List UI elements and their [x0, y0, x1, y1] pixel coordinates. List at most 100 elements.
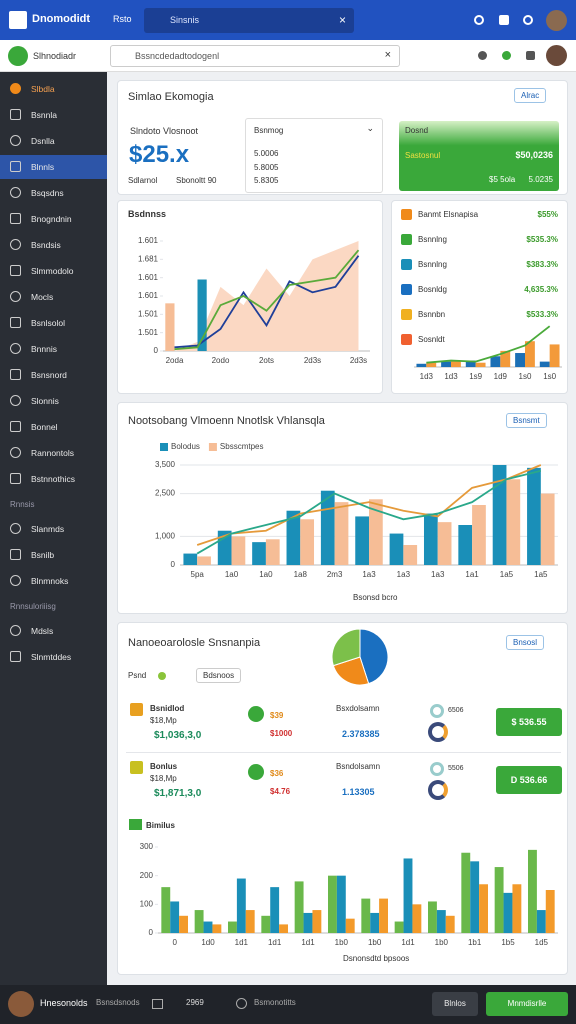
button[interactable]: Alrac — [514, 88, 547, 103]
clear[interactable]: × — [338, 13, 346, 27]
x-tick-label: 1a8 — [294, 570, 308, 579]
button[interactable]: Bnsosl — [506, 635, 545, 650]
row-mid: $1000 — [270, 729, 293, 738]
card-title: Simlao Ekomogia — [128, 91, 214, 103]
y-tick-label: 0 — [149, 928, 154, 937]
action-button[interactable]: D 536.66 — [496, 766, 562, 794]
x-tick-label: 1a3 — [397, 570, 411, 579]
row-icon — [130, 761, 143, 774]
row-mid: $39 — [270, 711, 284, 720]
nav-item[interactable]: Bnnnis — [0, 337, 107, 361]
bar — [261, 915, 271, 933]
nav-item[interactable]: Bsqsdns — [0, 181, 107, 205]
nav-item[interactable]: Bsndsis — [0, 233, 107, 257]
foot: Sbonoltt 90 — [176, 176, 217, 185]
y-tick-label: 0 — [171, 560, 176, 569]
bar — [412, 904, 422, 933]
chart-card: Bsdnnss 0 1.501 1.501 1.601 1.601 1.681 1.601 2… — [117, 200, 383, 394]
row-value: 2.378385 — [342, 729, 380, 739]
divider — [126, 752, 561, 753]
nav-item[interactable]: Dsnlla — [0, 129, 107, 153]
nav-item[interactable]: Bsnilb — [0, 543, 107, 567]
icon[interactable] — [474, 15, 484, 25]
sub-bar: Slhnodiadr Bssncdedadtodogenl × — [0, 40, 576, 72]
nav-item[interactable]: Rannontols — [0, 441, 107, 465]
primary-button[interactable]: Mnmdisrlle — [486, 992, 568, 1016]
nav-item[interactable]: Slanmds — [0, 517, 107, 541]
nav-label: Bsnnla — [31, 110, 57, 120]
row-icon — [401, 334, 412, 345]
nav-icon — [10, 317, 21, 328]
icon[interactable] — [523, 15, 533, 25]
panel: Dosnd Sastosnul $50,0236 $5 5ola 5.0235 — [399, 121, 559, 191]
dropdown-label: Bsnmog — [254, 126, 284, 135]
bar — [379, 898, 388, 933]
nav-icon — [10, 239, 21, 250]
bar — [492, 465, 507, 565]
tab[interactable]: Rsto — [113, 14, 132, 24]
nav-item[interactable]: Slnmtddes — [0, 645, 107, 669]
row-label: Bsnnlng — [418, 260, 447, 269]
nav-item[interactable]: Bsnnla — [0, 103, 107, 127]
nav-item[interactable]: Slmmodolo — [0, 259, 107, 283]
button[interactable]: Bsnsmt — [506, 413, 547, 428]
bar — [528, 849, 537, 933]
nav-item[interactable]: Bonnel — [0, 415, 107, 439]
x-tick-label: 2d3s — [304, 356, 321, 365]
search-box[interactable]: Bssncdedadtodogenl × — [110, 45, 400, 67]
nav-item[interactable]: Bstnnothics — [0, 467, 107, 491]
nav-item[interactable]: Mdsls — [0, 619, 107, 643]
option[interactable]: 5.8305 — [254, 176, 279, 185]
nav-item[interactable]: Bnogndnin — [0, 207, 107, 231]
bar — [369, 499, 383, 565]
option[interactable]: 5.0006 — [254, 149, 279, 158]
top-bar: Dnomodidt Rsto Sinsnis × — [0, 0, 576, 40]
nav-item[interactable]: Slbdla — [0, 77, 107, 101]
nav-item[interactable]: Blnnls — [0, 155, 107, 179]
x-tick-label: 1d5 — [535, 938, 549, 947]
icon[interactable] — [526, 51, 535, 60]
bar — [470, 861, 480, 933]
bar — [506, 479, 521, 565]
gauge — [430, 762, 444, 776]
y-tick-label: 3,500 — [155, 460, 176, 469]
list-card: 1d3 1d3 1s9 1d9 1s0 1s0 Banmt Elsnapisa $55% Bs… — [391, 200, 568, 394]
action-button[interactable]: $ 536.55 — [496, 708, 562, 736]
secondary-button[interactable]: Blnlos — [432, 992, 478, 1016]
filter[interactable]: Bdsnoos — [196, 668, 242, 683]
nav-label: Slmmodolo — [31, 266, 74, 276]
search-box[interactable]: Sinsnis × — [144, 8, 354, 33]
nav-item[interactable]: Bsnsnord — [0, 363, 107, 387]
x-tick-label: 1a0 — [225, 570, 239, 579]
bar — [539, 361, 550, 367]
row-name: Bonlus — [150, 762, 178, 771]
icon[interactable] — [502, 51, 511, 60]
bar — [403, 858, 413, 933]
avatar[interactable] — [8, 991, 34, 1017]
link[interactable]: Bsnsdsnods — [96, 998, 140, 1007]
nav-item[interactable]: Bsnlsolol — [0, 311, 107, 335]
nav-item[interactable]: Slonnis — [0, 389, 107, 413]
bar — [525, 341, 535, 367]
row-amount: $1,036,3,0 — [154, 730, 202, 741]
y-tick-label: 1.501 — [138, 328, 159, 337]
chart: 0 1.501 1.501 1.601 1.601 1.681 1.601 2oda 2odo 2… — [138, 236, 370, 365]
avatar[interactable] — [546, 10, 567, 31]
icon[interactable] — [478, 51, 487, 60]
y-tick-label: 1.601 — [138, 291, 159, 300]
icon — [152, 999, 163, 1009]
nav-item[interactable]: Blnmnoks — [0, 569, 107, 593]
nav-icon — [10, 109, 21, 120]
row-icon — [130, 703, 143, 716]
bar — [355, 516, 369, 565]
row-value: $55% — [537, 210, 558, 219]
bar — [479, 884, 488, 933]
nav-item[interactable]: Mocls — [0, 285, 107, 309]
nav-icon — [10, 369, 21, 380]
avatar[interactable] — [546, 45, 567, 66]
dropdown[interactable]: Bsnmog ⌄ 5.0006 5.8005 5.8305 — [245, 118, 383, 193]
icon[interactable] — [499, 15, 509, 25]
clear[interactable]: × — [384, 49, 391, 61]
gauge-label: 6506 — [448, 707, 464, 714]
option[interactable]: 5.8005 — [254, 163, 279, 172]
